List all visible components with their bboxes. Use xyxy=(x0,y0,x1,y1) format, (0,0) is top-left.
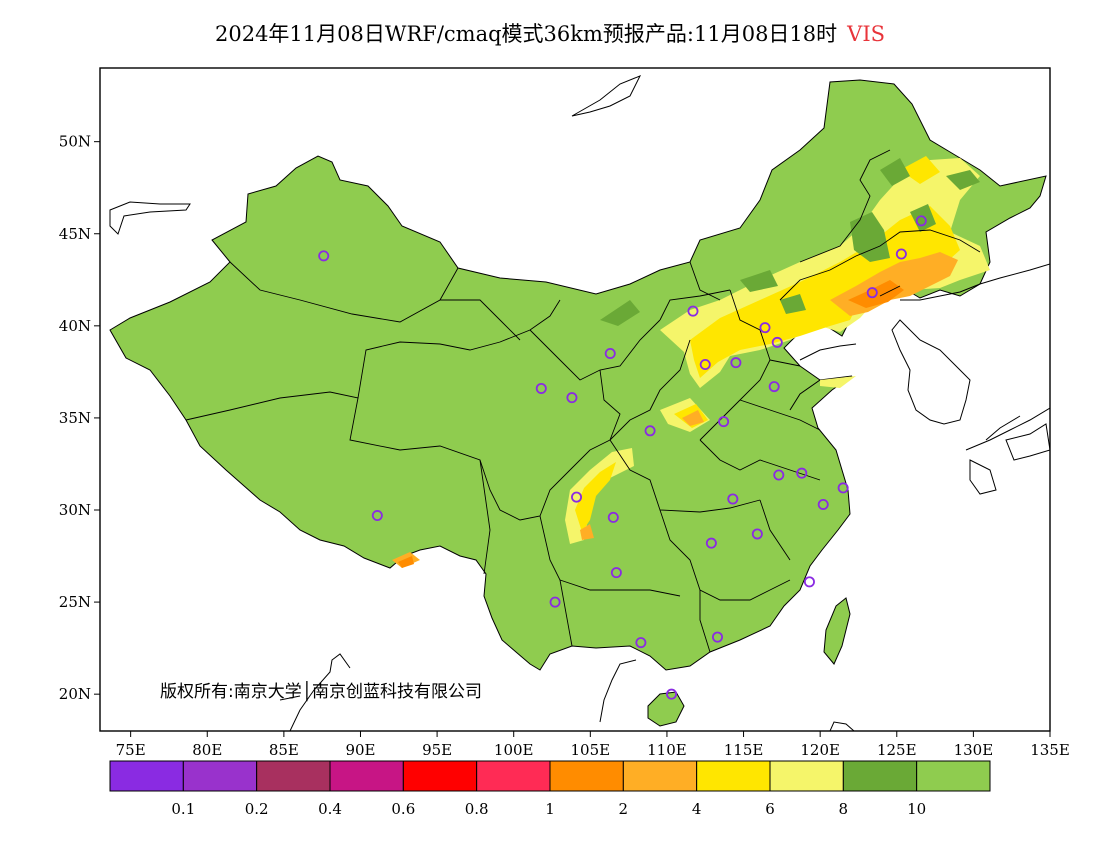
copyright-text: 版权所有:南京大学│南京创蓝科技有限公司 xyxy=(160,681,482,702)
lon-tick-label: 80E xyxy=(192,741,222,759)
station-markers xyxy=(318,215,927,700)
hainan-island xyxy=(647,691,685,727)
map-frame xyxy=(99,67,1051,732)
legend-label: 0.6 xyxy=(391,800,415,818)
map-content xyxy=(109,75,1050,731)
station-marker xyxy=(866,287,878,299)
legend-swatch xyxy=(109,760,184,792)
map-title: 2024年11月08日WRF/cmaq模式36km预报产品:11月08日18时 V… xyxy=(0,18,1100,48)
lat-tick-label: 30N xyxy=(59,501,91,519)
title-text: 2024年11月08日WRF/cmaq模式36km预报产品:11月08日18时 xyxy=(214,22,838,46)
station-marker xyxy=(771,336,783,348)
station-marker xyxy=(718,416,730,428)
station-marker xyxy=(535,382,547,394)
legend-swatch xyxy=(329,760,404,792)
legend-swatch xyxy=(182,760,258,792)
station-marker xyxy=(318,250,330,262)
station-marker xyxy=(666,688,678,700)
lon-tick-label: 90E xyxy=(345,741,375,759)
station-marker xyxy=(803,576,815,588)
lat-tick-label: 25N xyxy=(59,593,91,611)
station-marker xyxy=(895,248,907,260)
station-marker xyxy=(796,467,808,479)
lat-tick-label: 20N xyxy=(59,685,91,703)
legend-label: 4 xyxy=(692,800,702,818)
lon-tick-label: 75E xyxy=(116,741,146,759)
variable-label: VIS xyxy=(847,22,886,46)
lon-tick-label: 85E xyxy=(269,741,299,759)
vis-4-6-layer xyxy=(575,156,960,532)
lon-tick-label: 95E xyxy=(422,741,452,759)
station-marker xyxy=(549,596,561,608)
station-marker xyxy=(730,357,742,369)
legend-label: 0.2 xyxy=(245,800,269,818)
lat-tick-label: 50N xyxy=(59,133,91,151)
station-marker xyxy=(607,511,619,523)
legend-label: 6 xyxy=(765,800,775,818)
legend-swatch xyxy=(622,760,698,792)
station-marker xyxy=(610,567,622,579)
station-marker xyxy=(759,322,771,334)
color-legend: 0.1 0.2 0.4 0.6 0.8 1 2 4 6 8 10 xyxy=(109,760,991,818)
legend-label: 2 xyxy=(619,800,629,818)
taiwan-island xyxy=(823,597,851,665)
station-marker xyxy=(635,637,647,649)
legend-label: 0.8 xyxy=(465,800,489,818)
station-marker xyxy=(705,537,717,549)
lon-tick-label: 135E xyxy=(1030,741,1070,759)
station-marker xyxy=(915,215,927,227)
lon-tick-label: 100E xyxy=(494,741,534,759)
station-marker xyxy=(817,498,829,510)
neighbor-coastlines xyxy=(109,75,1050,731)
vis-8-10-layer xyxy=(600,158,980,326)
station-marker xyxy=(727,493,739,505)
lon-tick-label: 115E xyxy=(724,741,764,759)
legend-label: 10 xyxy=(907,800,926,818)
station-marker xyxy=(751,528,763,540)
station-marker xyxy=(644,425,656,437)
lon-tick-label: 110E xyxy=(647,741,687,759)
legend-label: 0.4 xyxy=(318,800,342,818)
lon-tick-label: 105E xyxy=(571,741,611,759)
lat-tick-label: 35N xyxy=(59,409,91,427)
lon-tick-label: 130E xyxy=(954,741,994,759)
longitude-axis: 75E 80E 85E 90E 95E 100E 105E 110E 115E 120E 125E 1… xyxy=(116,731,1070,759)
station-marker xyxy=(571,491,583,503)
legend-label: 1 xyxy=(545,800,555,818)
legend-label: 8 xyxy=(839,800,849,818)
station-marker xyxy=(699,359,711,371)
legend-swatch xyxy=(696,760,771,792)
legend-label: 0.1 xyxy=(171,800,195,818)
station-marker xyxy=(773,469,785,481)
station-marker xyxy=(837,482,849,494)
latitude-axis: 20N 25N 30N 35N 40N 45N 50N xyxy=(59,133,100,703)
legend-swatch xyxy=(769,760,844,792)
legend-swatch xyxy=(916,760,991,792)
legend-swatch xyxy=(842,760,918,792)
lon-tick-label: 125E xyxy=(877,741,917,759)
lat-tick-label: 40N xyxy=(59,317,91,335)
station-marker xyxy=(712,631,724,643)
station-marker xyxy=(371,510,383,522)
legend-swatch xyxy=(256,760,331,792)
station-marker xyxy=(768,381,780,393)
lon-tick-label: 120E xyxy=(800,741,840,759)
station-marker xyxy=(687,305,699,317)
lat-tick-label: 45N xyxy=(59,225,91,243)
legend-swatch xyxy=(402,760,478,792)
legend-swatch xyxy=(476,760,551,792)
station-marker xyxy=(566,392,578,404)
station-marker xyxy=(604,347,616,359)
legend-swatch xyxy=(549,760,624,792)
